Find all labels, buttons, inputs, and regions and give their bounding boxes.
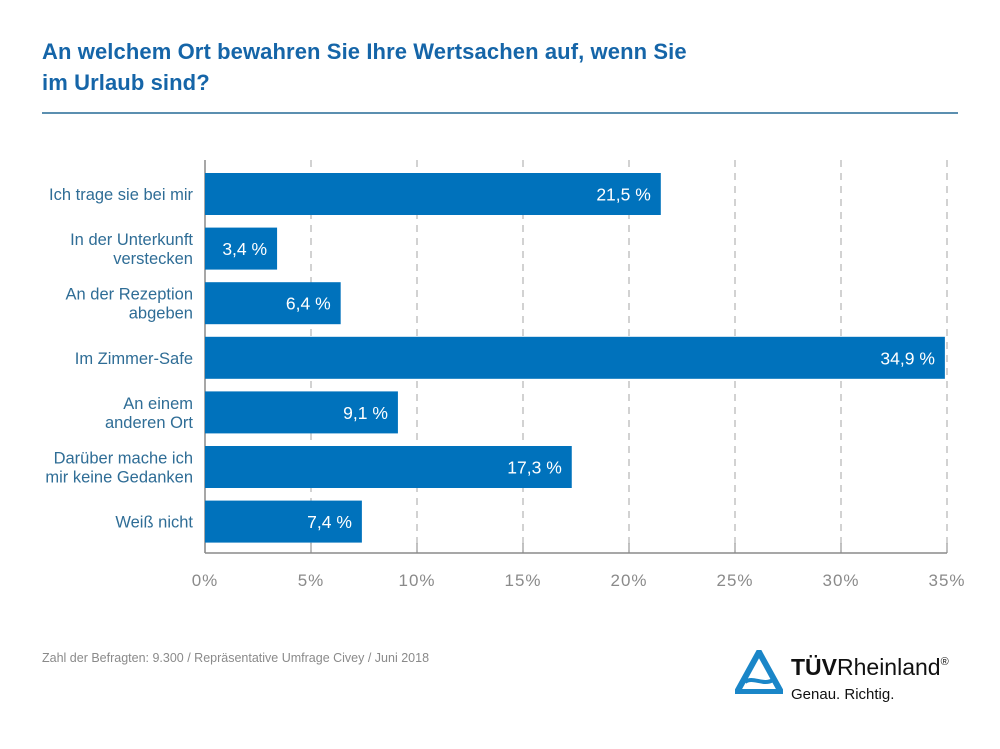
bar <box>205 500 362 543</box>
category-label: Weiß nicht <box>115 514 193 532</box>
category-label: abgeben <box>129 305 193 323</box>
chart-title-line-1: An welchem Ort bewahren Sie Ihre Wertsac… <box>42 39 687 64</box>
tuv-rheinland-logo: TÜVRheinland® Genau. Richtig. <box>735 648 975 708</box>
logo-brand-regular: Rheinland <box>837 654 941 680</box>
bar <box>205 391 398 434</box>
bar <box>205 227 278 270</box>
x-tick-label: 30% <box>822 571 859 590</box>
category-label: verstecken <box>113 250 193 268</box>
bar-value-label: 34,9 % <box>880 348 934 368</box>
category-label: An der Rezeption <box>66 286 194 304</box>
bar <box>205 282 341 325</box>
chart-title-line-2: im Urlaub sind? <box>42 70 210 95</box>
bar <box>205 173 661 215</box>
logo-tagline: Genau. Richtig. <box>791 686 895 703</box>
bar-value-label: 21,5 % <box>596 185 650 205</box>
bar-chart: 0% 5% 10% 15% 20% 25% 30% 35% 21,5 % Ich trage si… <box>45 160 965 590</box>
x-tick-label: 15% <box>504 571 541 590</box>
bar <box>205 446 572 488</box>
logo-brand: TÜVRheinland® <box>791 654 949 681</box>
category-label: Darüber mache ich <box>54 450 193 468</box>
logo-brand-bold: TÜV <box>791 654 837 680</box>
x-tick-label: 20% <box>610 571 647 590</box>
category-label: In der Unterkunft <box>70 231 193 249</box>
category-label: anderen Ort <box>105 414 193 432</box>
bar-value-label: 7,4 % <box>307 512 352 532</box>
bar-value-label: 3,4 % <box>222 239 267 259</box>
chart-title: An welchem Ort bewahren Sie Ihre Wertsac… <box>42 36 942 98</box>
x-tick-label: 35% <box>928 571 965 590</box>
source-footnote: Zahl der Befragten: 9.300 / Repräsentati… <box>42 651 430 665</box>
category-label: Im Zimmer-Safe <box>75 350 193 368</box>
x-tick-label: 5% <box>298 571 325 590</box>
tuv-triangle-icon <box>735 650 783 694</box>
registered-mark: ® <box>940 656 949 668</box>
title-divider <box>42 112 958 114</box>
bar <box>205 336 945 379</box>
category-label: mir keine Gedanken <box>45 469 193 487</box>
category-label: Ich trage sie bei mir <box>49 186 193 204</box>
bar-value-label: 6,4 % <box>286 294 331 314</box>
category-label: An einem <box>123 395 193 413</box>
x-tick-label: 25% <box>716 571 753 590</box>
bar-value-label: 9,1 % <box>343 403 388 423</box>
x-tick-label: 0% <box>192 571 219 590</box>
bar-value-label: 17,3 % <box>507 458 561 478</box>
x-tick-label: 10% <box>398 571 435 590</box>
